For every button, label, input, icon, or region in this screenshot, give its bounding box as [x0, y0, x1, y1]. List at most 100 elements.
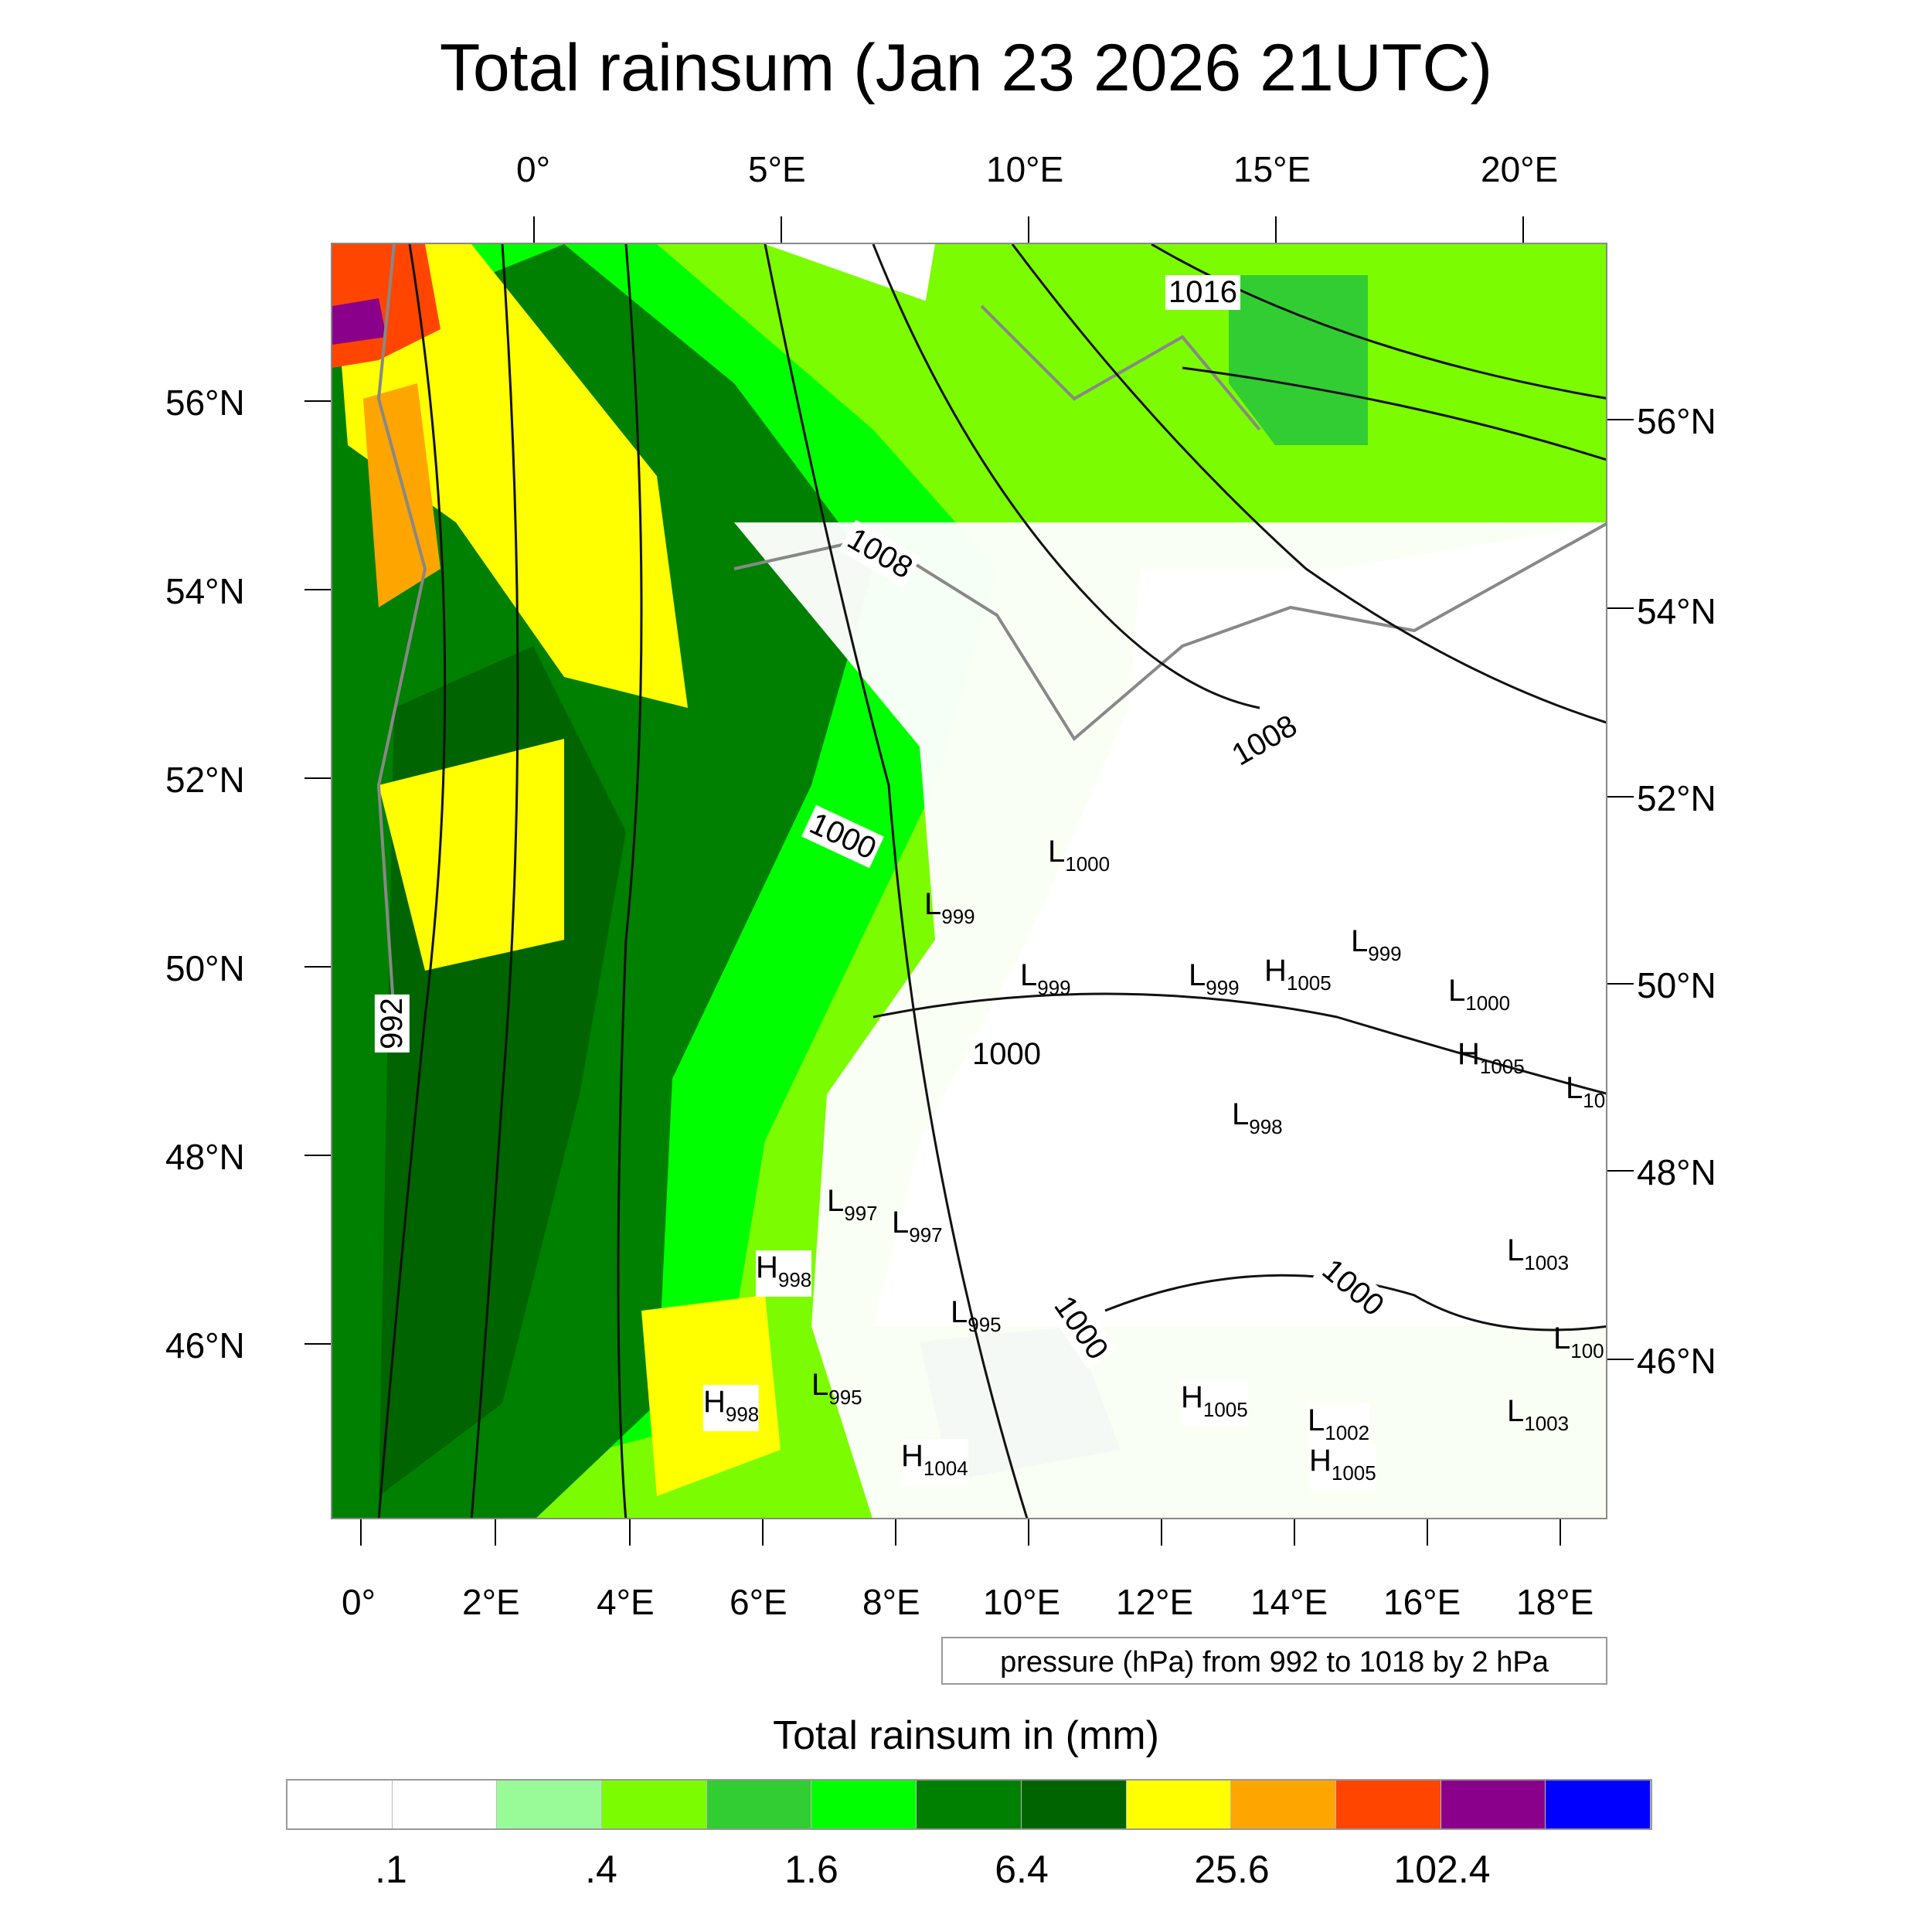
pressure-center: L100: [1553, 1321, 1604, 1362]
left-lat-label: 50°N: [165, 948, 245, 988]
tick: [533, 216, 535, 243]
tick: [1161, 1519, 1162, 1546]
bottom-lon-label: 18°E: [1516, 1582, 1594, 1622]
tick: [304, 589, 331, 590]
map-panel[interactable]: 1016 1008 1008 1000 1000 992 1000 1000 L…: [331, 243, 1607, 1519]
pressure-center: L999: [1351, 924, 1402, 965]
bottom-lon-label: 4°E: [597, 1582, 655, 1622]
colorbar: [286, 1779, 1652, 1830]
bottom-lon-label: 12°E: [1116, 1582, 1194, 1622]
pressure-center: H1005: [1181, 1380, 1248, 1427]
tick: [1607, 1170, 1634, 1172]
rain-area-north-dark: [1229, 275, 1368, 445]
tick: [1275, 216, 1277, 243]
tick: [781, 216, 782, 243]
right-lat-label: 46°N: [1637, 1341, 1716, 1381]
bottom-lon-label: 6°E: [730, 1582, 787, 1622]
tick: [629, 1519, 631, 1546]
isobars: [377, 244, 1606, 1518]
right-lat-label: 48°N: [1637, 1152, 1716, 1192]
right-lat-label: 56°N: [1637, 401, 1716, 441]
pressure-center: L1000: [1448, 974, 1511, 1015]
colorbar-swatch: [1126, 1781, 1232, 1828]
pressure-center: L995: [951, 1295, 1002, 1336]
pressure-center: L999: [1189, 958, 1240, 999]
colorbar-label: .1: [375, 1848, 407, 1891]
right-lat-label: 50°N: [1637, 965, 1716, 1005]
colorbar-title: Total rainsum in (mm): [773, 1713, 1159, 1758]
right-lat-label: 52°N: [1637, 778, 1716, 818]
tick: [1607, 419, 1634, 420]
top-lon-label: 0°: [516, 149, 550, 189]
tick: [304, 400, 331, 402]
top-lon-label: 20°E: [1481, 149, 1559, 189]
tick: [360, 1519, 362, 1546]
colorbar-swatch: [1440, 1781, 1546, 1828]
pressure-center: H998: [703, 1385, 760, 1431]
tick: [495, 1519, 496, 1546]
tick: [1607, 796, 1634, 798]
tick: [1607, 983, 1634, 985]
tick: [304, 777, 331, 779]
colorbar-label: 102.4: [1393, 1848, 1491, 1891]
pressure-center: L999: [924, 887, 975, 928]
tick: [1607, 607, 1634, 609]
pressure-center: L1003: [1507, 1394, 1570, 1435]
tick: [1522, 216, 1524, 243]
tick: [1427, 1519, 1428, 1546]
tick: [304, 1343, 331, 1345]
isobar-label: 1016: [1165, 275, 1240, 310]
colorbar-label: .4: [585, 1848, 617, 1891]
colorbar-swatch: [811, 1781, 917, 1828]
left-lat-label: 54°N: [165, 571, 245, 611]
top-lon-label: 15°E: [1233, 149, 1311, 189]
bottom-lon-label: 8°E: [862, 1582, 920, 1622]
pressure-center: L997: [892, 1206, 943, 1247]
tick: [1607, 1359, 1634, 1360]
left-lat-label: 52°N: [165, 760, 245, 800]
pressure-center: L1000: [1048, 835, 1111, 876]
colorbar-swatch: [1335, 1781, 1441, 1828]
bottom-lon-label: 2°E: [462, 1582, 520, 1622]
pressure-center: H1005: [1309, 1444, 1376, 1490]
bottom-lon-label: 16°E: [1383, 1582, 1461, 1622]
chart-title: Total rainsum (Jan 23 2026 21UTC): [439, 31, 1493, 105]
pressure-center: L998: [1232, 1097, 1283, 1138]
right-lat-label: 54°N: [1637, 591, 1716, 631]
colorbar-swatch: [1021, 1781, 1127, 1828]
rain-area-yellow: [332, 244, 688, 708]
tick: [1560, 1519, 1561, 1546]
colorbar-swatch: [1546, 1781, 1651, 1828]
top-lon-label: 10°E: [986, 149, 1064, 189]
colorbar-swatch: [497, 1781, 603, 1828]
colorbar-swatch: [1231, 1781, 1336, 1828]
bottom-lon-label: 14°E: [1250, 1582, 1328, 1622]
tick: [1294, 1519, 1295, 1546]
left-lat-label: 48°N: [165, 1137, 245, 1177]
pressure-center: H1005: [1264, 954, 1332, 995]
pressure-center: L1003: [1507, 1233, 1570, 1274]
colorbar-swatch: [602, 1781, 707, 1828]
pressure-center: L10: [1566, 1071, 1606, 1112]
colorbar-label: 25.6: [1194, 1848, 1270, 1891]
isobar-label: 1000: [969, 1037, 1044, 1072]
colorbar-swatch: [392, 1781, 498, 1828]
colorbar-swatch: [706, 1781, 812, 1828]
bottom-lon-label: 0°: [342, 1582, 376, 1622]
tick: [762, 1519, 764, 1546]
colorbar-swatch: [287, 1781, 393, 1828]
pressure-center: H1005: [1458, 1037, 1525, 1078]
pressure-center: L995: [811, 1368, 862, 1409]
left-lat-label: 46°N: [165, 1325, 245, 1366]
left-lat-label: 56°N: [165, 383, 245, 423]
pressure-center: H998: [756, 1250, 812, 1297]
colorbar-label: 6.4: [995, 1848, 1049, 1891]
pressure-center: L997: [827, 1184, 878, 1225]
tick: [304, 966, 331, 968]
colorbar-label: 1.6: [784, 1848, 838, 1891]
tick: [1028, 1519, 1029, 1546]
contour-note: pressure (hPa) from 992 to 1018 by 2 hPa: [941, 1637, 1607, 1685]
tick: [304, 1155, 331, 1156]
bottom-lon-label: 10°E: [983, 1582, 1061, 1622]
rain-area-purple: [332, 298, 386, 345]
